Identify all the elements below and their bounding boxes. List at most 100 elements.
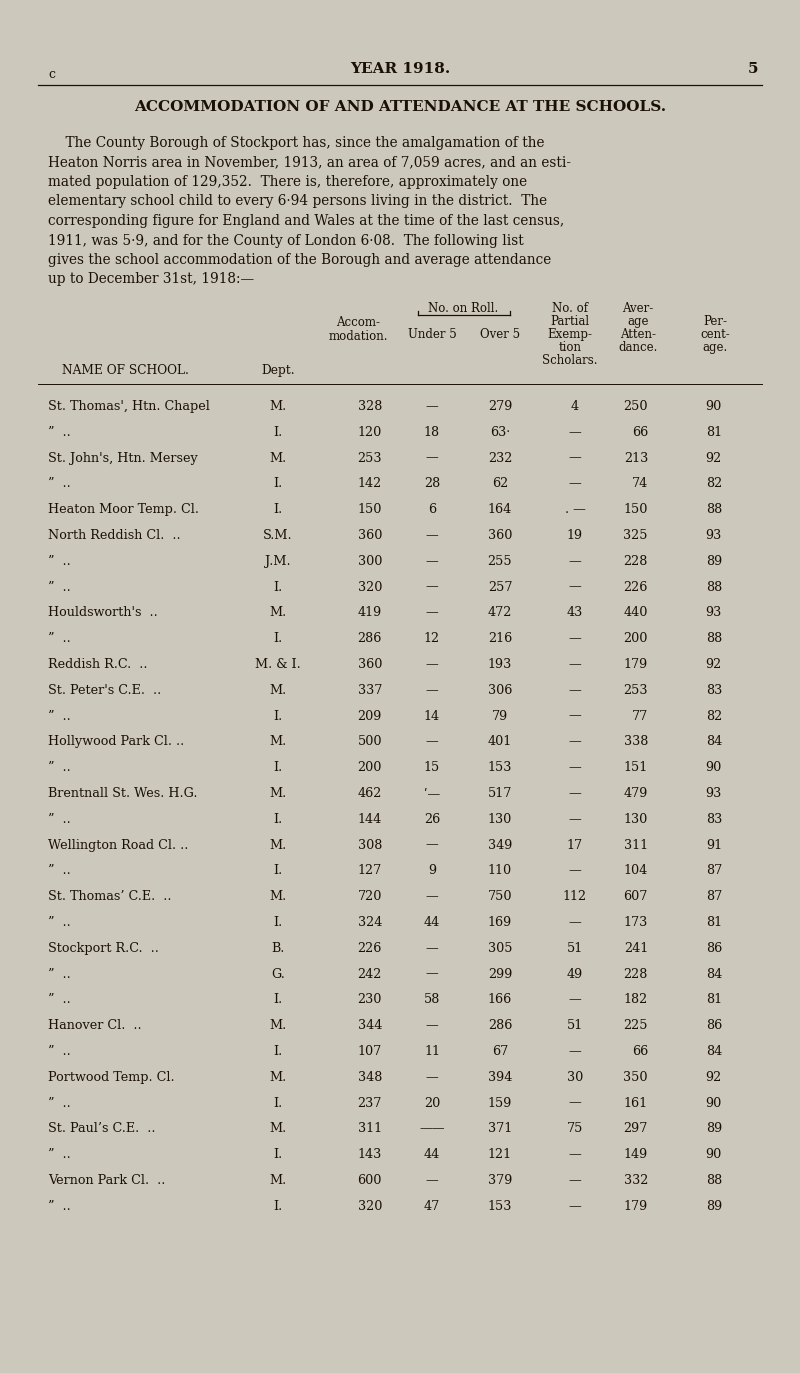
- Text: 144: 144: [358, 813, 382, 825]
- Text: 51: 51: [567, 942, 583, 954]
- Text: YEAR 1918.: YEAR 1918.: [350, 62, 450, 76]
- Text: St. Thomas’ C.E.  ..: St. Thomas’ C.E. ..: [48, 890, 171, 903]
- Text: 401: 401: [488, 736, 512, 748]
- Text: 90: 90: [706, 1097, 722, 1109]
- Text: I.: I.: [274, 503, 282, 516]
- Text: 120: 120: [358, 426, 382, 439]
- Text: 89: 89: [706, 1122, 722, 1135]
- Text: M.: M.: [270, 452, 286, 464]
- Text: 242: 242: [358, 968, 382, 980]
- Text: M.: M.: [270, 736, 286, 748]
- Text: 228: 228: [624, 968, 648, 980]
- Text: —: —: [569, 865, 582, 877]
- Text: 107: 107: [358, 1045, 382, 1059]
- Text: 226: 226: [624, 581, 648, 593]
- Text: —: —: [569, 452, 582, 464]
- Text: 84: 84: [706, 1045, 722, 1059]
- Text: 81: 81: [706, 916, 722, 930]
- Text: 67: 67: [492, 1045, 508, 1059]
- Text: 255: 255: [488, 555, 512, 568]
- Text: ”  ..: ” ..: [48, 1200, 70, 1212]
- Text: 237: 237: [358, 1097, 382, 1109]
- Text: 90: 90: [706, 761, 722, 774]
- Text: 88: 88: [706, 632, 722, 645]
- Text: 311: 311: [624, 839, 648, 851]
- Text: 379: 379: [488, 1174, 512, 1188]
- Text: 253: 253: [358, 452, 382, 464]
- Text: 462: 462: [358, 787, 382, 800]
- Text: 360: 360: [488, 529, 512, 542]
- Text: Scholars.: Scholars.: [542, 354, 598, 367]
- Text: . —: . —: [565, 503, 586, 516]
- Text: 93: 93: [706, 607, 722, 619]
- Text: gives the school accommodation of the Borough and average attendance: gives the school accommodation of the Bo…: [48, 253, 551, 266]
- Text: ʹ—: ʹ—: [424, 787, 440, 800]
- Text: 62: 62: [492, 478, 508, 490]
- Text: —: —: [426, 1174, 438, 1188]
- Text: 305: 305: [488, 942, 512, 954]
- Text: —: —: [569, 736, 582, 748]
- Text: 320: 320: [358, 581, 382, 593]
- Text: The County Borough of Stockport has, since the amalgamation of the: The County Borough of Stockport has, sin…: [48, 136, 545, 150]
- Text: M.: M.: [270, 1122, 286, 1135]
- Text: ”  ..: ” ..: [48, 710, 70, 722]
- Text: —: —: [426, 581, 438, 593]
- Text: I.: I.: [274, 478, 282, 490]
- Text: cent-: cent-: [700, 328, 730, 341]
- Text: 299: 299: [488, 968, 512, 980]
- Text: 360: 360: [358, 658, 382, 671]
- Text: —: —: [569, 555, 582, 568]
- Text: I.: I.: [274, 1148, 282, 1162]
- Text: 26: 26: [424, 813, 440, 825]
- Text: 306: 306: [488, 684, 512, 697]
- Text: 182: 182: [624, 994, 648, 1006]
- Text: 51: 51: [567, 1019, 583, 1032]
- Text: ”  ..: ” ..: [48, 865, 70, 877]
- Text: tion: tion: [558, 341, 582, 354]
- Text: M.: M.: [270, 607, 286, 619]
- Text: —: —: [426, 1019, 438, 1032]
- Text: M.: M.: [270, 787, 286, 800]
- Text: 47: 47: [424, 1200, 440, 1212]
- Text: 58: 58: [424, 994, 440, 1006]
- Text: 394: 394: [488, 1071, 512, 1083]
- Text: M.: M.: [270, 839, 286, 851]
- Text: I.: I.: [274, 994, 282, 1006]
- Text: —: —: [426, 1071, 438, 1083]
- Text: 44: 44: [424, 1148, 440, 1162]
- Text: age: age: [627, 314, 649, 328]
- Text: M. & I.: M. & I.: [255, 658, 301, 671]
- Text: 348: 348: [358, 1071, 382, 1083]
- Text: —: —: [569, 1045, 582, 1059]
- Text: —: —: [426, 968, 438, 980]
- Text: Vernon Park Cl.  ..: Vernon Park Cl. ..: [48, 1174, 166, 1188]
- Text: 250: 250: [623, 400, 648, 413]
- Text: St. Peter's C.E.  ..: St. Peter's C.E. ..: [48, 684, 162, 697]
- Text: 77: 77: [632, 710, 648, 722]
- Text: —: —: [569, 761, 582, 774]
- Text: 86: 86: [706, 1019, 722, 1032]
- Text: 93: 93: [706, 529, 722, 542]
- Text: 83: 83: [706, 684, 722, 697]
- Text: —: —: [569, 916, 582, 930]
- Text: 74: 74: [632, 478, 648, 490]
- Text: 14: 14: [424, 710, 440, 722]
- Text: —: —: [426, 890, 438, 903]
- Text: 241: 241: [624, 942, 648, 954]
- Text: 320: 320: [358, 1200, 382, 1212]
- Text: —: —: [569, 1200, 582, 1212]
- Text: I.: I.: [274, 426, 282, 439]
- Text: Portwood Temp. Cl.: Portwood Temp. Cl.: [48, 1071, 174, 1083]
- Text: —: —: [426, 839, 438, 851]
- Text: ”  ..: ” ..: [48, 813, 70, 825]
- Text: 153: 153: [488, 761, 512, 774]
- Text: 83: 83: [706, 813, 722, 825]
- Text: 110: 110: [488, 865, 512, 877]
- Text: 500: 500: [358, 736, 382, 748]
- Text: ”  ..: ” ..: [48, 581, 70, 593]
- Text: 279: 279: [488, 400, 512, 413]
- Text: 130: 130: [488, 813, 512, 825]
- Text: 84: 84: [706, 968, 722, 980]
- Text: 750: 750: [488, 890, 512, 903]
- Text: 142: 142: [358, 478, 382, 490]
